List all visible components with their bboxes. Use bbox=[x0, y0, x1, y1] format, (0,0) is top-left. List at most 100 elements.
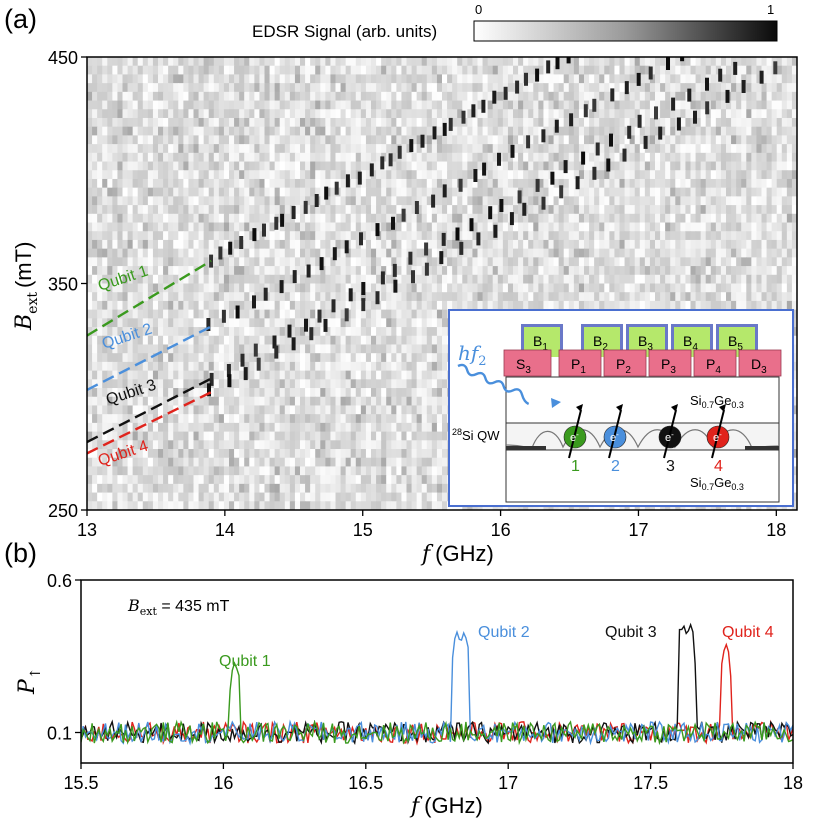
heatmap-cell bbox=[416, 161, 423, 171]
heatmap-cell bbox=[391, 91, 397, 102]
heatmap-cell bbox=[543, 196, 550, 206]
heatmap-cell bbox=[776, 196, 783, 206]
heatmap-cell bbox=[736, 170, 742, 180]
heatmap-cell bbox=[665, 222, 671, 232]
heatmap-cell bbox=[102, 161, 108, 171]
heatmap-cell bbox=[695, 91, 702, 102]
heatmap-cell bbox=[92, 91, 98, 102]
heatmap-cell bbox=[223, 353, 230, 363]
heatmap-cell bbox=[720, 239, 727, 250]
heatmap-cell bbox=[416, 292, 423, 302]
heatmap-cell bbox=[92, 170, 98, 180]
heatmap-cell bbox=[786, 65, 793, 76]
heatmap-cell bbox=[518, 161, 524, 171]
heatmap-cell bbox=[411, 170, 418, 180]
heatmap-cell bbox=[599, 292, 605, 302]
heatmap-cell bbox=[137, 170, 144, 180]
heatmap-cell bbox=[284, 100, 291, 110]
heatmap-cell bbox=[436, 57, 443, 67]
heatmap-cell bbox=[442, 178, 448, 189]
heatmap-cell bbox=[239, 196, 245, 206]
heatmap-cell bbox=[614, 300, 621, 311]
heatmap-cell bbox=[741, 266, 747, 276]
heatmap-cell bbox=[731, 74, 737, 84]
heatmap-cell bbox=[325, 239, 332, 250]
heatmap-cell bbox=[218, 91, 225, 102]
heatmap-cell bbox=[142, 57, 149, 67]
heatmap-cell bbox=[152, 266, 159, 276]
heatmap-cell bbox=[523, 144, 529, 154]
heatmap-cell bbox=[294, 205, 301, 215]
heatmap-cell bbox=[720, 83, 727, 93]
heatmap-cell bbox=[649, 231, 656, 241]
heatmap-cell bbox=[234, 65, 240, 76]
heatmap-cell bbox=[736, 231, 742, 241]
heatmap-cell bbox=[497, 100, 504, 110]
heatmap-cell bbox=[289, 57, 296, 67]
heatmap-cell bbox=[680, 57, 687, 67]
heatmap-cell bbox=[183, 187, 190, 197]
heatmap-cell bbox=[300, 318, 306, 328]
heatmap-cell bbox=[644, 117, 651, 128]
heatmap-cell bbox=[462, 196, 468, 206]
heatmap-cell bbox=[284, 353, 291, 363]
heatmap-cell bbox=[173, 309, 179, 319]
heatmap-cell bbox=[310, 100, 316, 110]
heatmap-cell bbox=[497, 170, 504, 180]
heatmap-cell bbox=[447, 257, 453, 267]
heatmap-cell bbox=[791, 65, 797, 76]
heatmap-cell bbox=[360, 187, 367, 197]
heatmap-cell bbox=[173, 231, 179, 241]
heatmap-cell bbox=[345, 205, 352, 215]
heatmap-cell bbox=[548, 57, 555, 67]
heatmap-cell bbox=[771, 74, 778, 84]
heatmap-cell bbox=[102, 283, 108, 293]
heatmap-cell bbox=[335, 248, 342, 258]
heatmap-cell bbox=[426, 126, 433, 136]
heatmap-cell bbox=[589, 231, 595, 241]
heatmap-cell bbox=[680, 178, 687, 189]
heatmap-cell bbox=[163, 109, 169, 119]
heatmap-cell bbox=[497, 117, 504, 128]
heatmap-cell bbox=[624, 239, 631, 250]
heatmap-cell bbox=[670, 187, 676, 197]
heatmap-cell bbox=[781, 126, 788, 136]
heatmap-cell bbox=[244, 196, 250, 206]
heatmap-cell bbox=[300, 327, 306, 337]
heatmap-cell bbox=[158, 100, 164, 110]
heatmap-cell bbox=[163, 300, 169, 311]
heatmap-cell bbox=[264, 65, 271, 76]
heatmap-cell bbox=[396, 335, 403, 346]
heatmap-cell bbox=[127, 170, 134, 180]
heatmap-cell bbox=[523, 248, 529, 258]
heatmap-cell bbox=[538, 65, 545, 76]
heatmap-cell bbox=[685, 248, 692, 258]
heatmap-cell bbox=[467, 65, 474, 76]
heatmap-cell bbox=[741, 135, 747, 145]
heatmap-cell bbox=[330, 361, 337, 372]
heatmap-cell bbox=[507, 126, 514, 136]
heatmap-cell bbox=[731, 205, 737, 215]
heatmap-cell bbox=[325, 222, 332, 232]
heatmap-cell bbox=[553, 91, 560, 102]
heatmap-cell bbox=[198, 126, 205, 136]
heatmap-cell bbox=[751, 170, 758, 180]
heatmap-cell bbox=[203, 65, 210, 76]
heatmap-cell bbox=[431, 187, 438, 197]
heatmap-cell bbox=[107, 83, 113, 93]
heatmap-cell bbox=[376, 196, 382, 206]
heatmap-cell bbox=[102, 257, 108, 267]
heatmap-cell bbox=[355, 231, 362, 241]
heatmap-cell bbox=[594, 74, 600, 84]
heatmap-cell bbox=[705, 300, 712, 311]
heatmap-cell bbox=[254, 100, 261, 110]
heatmap-cell bbox=[644, 57, 651, 67]
heatmap-cell bbox=[203, 152, 210, 163]
heatmap-cell bbox=[391, 196, 397, 206]
heatmap-cell bbox=[584, 144, 590, 154]
heatmap-cell bbox=[87, 335, 93, 346]
heatmap-cell bbox=[731, 196, 737, 206]
heatmap-cell bbox=[584, 161, 590, 171]
heatmap-cell bbox=[147, 74, 154, 84]
heatmap-cell bbox=[497, 283, 504, 293]
